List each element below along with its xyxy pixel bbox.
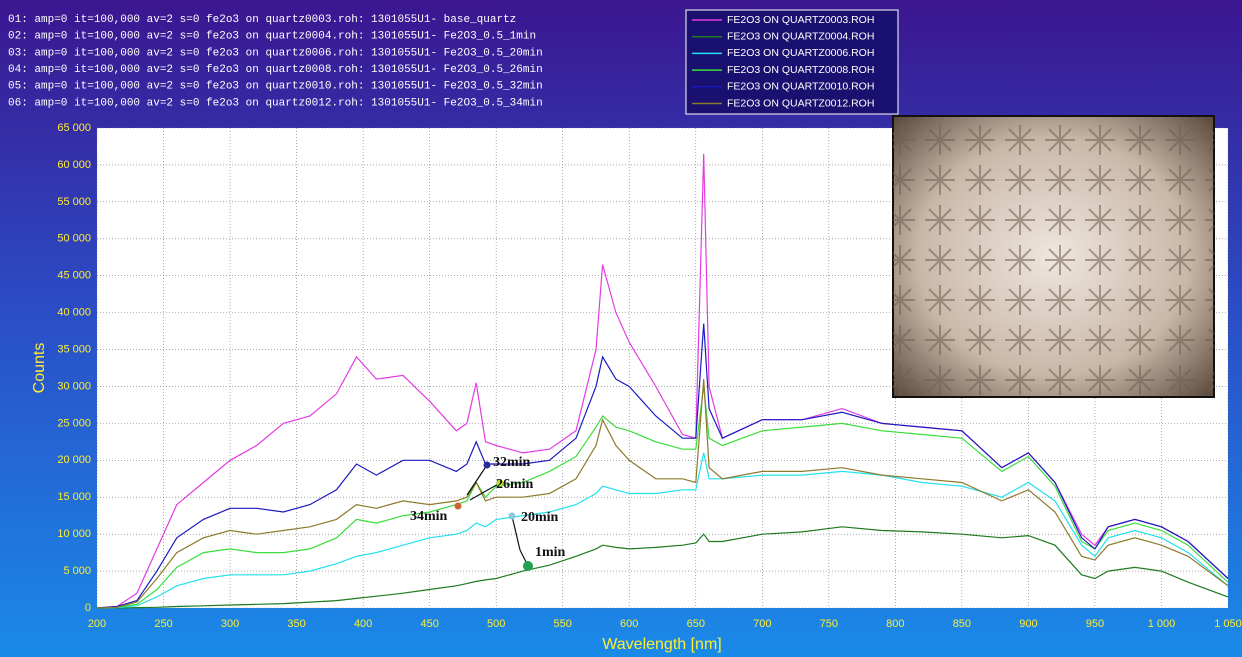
legend-label: FE2O3 ON QUARTZ0003.ROH — [727, 14, 874, 26]
x-tick-label: 1 050 — [1214, 618, 1242, 630]
annotation-dot — [496, 479, 504, 487]
photo-texture — [893, 116, 1214, 397]
x-tick-label: 650 — [687, 618, 705, 630]
header-line: 03: amp=0 it=100,000 av=2 s=0 fe2o3 on q… — [8, 47, 543, 59]
annotation-dot — [508, 512, 516, 520]
y-tick-label: 10 000 — [57, 528, 91, 540]
header-line: 04: amp=0 it=100,000 av=2 s=0 fe2o3 on q… — [8, 64, 543, 76]
legend-label: FE2O3 ON QUARTZ0004.ROH — [727, 30, 874, 42]
y-tick-label: 50 000 — [57, 233, 91, 245]
y-tick-label: 5 000 — [63, 565, 91, 577]
series-line — [96, 323, 1229, 609]
header-line: 01: amp=0 it=100,000 av=2 s=0 fe2o3 on q… — [8, 14, 516, 26]
y-tick-label: 40 000 — [57, 307, 91, 319]
x-tick-label: 200 — [88, 618, 106, 630]
annotation: 32min — [493, 455, 531, 470]
x-tick-label: 950 — [1086, 618, 1104, 630]
inset-photo — [892, 115, 1215, 398]
annotation-arrow — [469, 482, 501, 501]
series-line — [97, 526, 1229, 609]
y-tick-label: 30 000 — [57, 380, 91, 392]
x-tick-label: 550 — [554, 618, 572, 630]
header-line: 05: amp=0 it=100,000 av=2 s=0 fe2o3 on q… — [8, 81, 543, 93]
x-tick-label: 750 — [820, 618, 838, 630]
legend-label: FE2O3 ON QUARTZ0012.ROH — [727, 97, 874, 109]
x-tick-label: 850 — [953, 618, 971, 630]
x-tick-label: 900 — [1019, 618, 1037, 630]
header-line: 02: amp=0 it=100,000 av=2 s=0 fe2o3 on q… — [8, 31, 536, 43]
y-tick-label: 60 000 — [57, 159, 91, 171]
x-tick-label: 300 — [221, 618, 239, 630]
y-tick-label: 55 000 — [57, 196, 91, 208]
y-tick-label: 25 000 — [57, 417, 91, 429]
annotation-dot — [523, 561, 533, 571]
y-tick-label: 0 — [85, 602, 91, 614]
x-tick-label: 350 — [287, 618, 305, 630]
x-axis-label: Wavelength [nm] — [602, 636, 721, 653]
annotation: 26min — [496, 477, 534, 492]
series-line — [96, 379, 1229, 609]
annotation-dot — [483, 461, 491, 469]
legend-label: FE2O3 ON QUARTZ0010.ROH — [727, 81, 874, 93]
legend-label: FE2O3 ON QUARTZ0008.ROH — [727, 64, 874, 76]
legend-label: FE2O3 ON QUARTZ0006.ROH — [727, 47, 874, 59]
x-tick-label: 450 — [420, 618, 438, 630]
y-axis-label: Counts — [31, 343, 48, 394]
x-tick-label: 800 — [886, 618, 904, 630]
y-tick-label: 20 000 — [57, 454, 91, 466]
x-tick-label: 1 000 — [1148, 618, 1176, 630]
annotation-arrow — [466, 464, 488, 496]
series-line — [96, 452, 1229, 609]
header-line: 06: amp=0 it=100,000 av=2 s=0 fe2o3 on q… — [8, 97, 543, 109]
x-tick-label: 250 — [154, 618, 172, 630]
annotation: 1min — [535, 545, 566, 560]
annotation-arrow — [511, 515, 521, 551]
y-tick-label: 45 000 — [57, 270, 91, 282]
y-tick-label: 15 000 — [57, 491, 91, 503]
annotation: 20min — [521, 510, 559, 525]
x-tick-label: 700 — [753, 618, 771, 630]
y-tick-label: 65 000 — [57, 122, 91, 134]
series-line — [96, 386, 1229, 609]
x-tick-label: 400 — [354, 618, 372, 630]
x-tick-label: 600 — [620, 618, 638, 630]
annotation: 34min — [410, 509, 448, 524]
x-tick-label: 500 — [487, 618, 505, 630]
annotation-dot — [454, 502, 462, 510]
legend — [685, 9, 899, 115]
y-tick-label: 35 000 — [57, 343, 91, 355]
